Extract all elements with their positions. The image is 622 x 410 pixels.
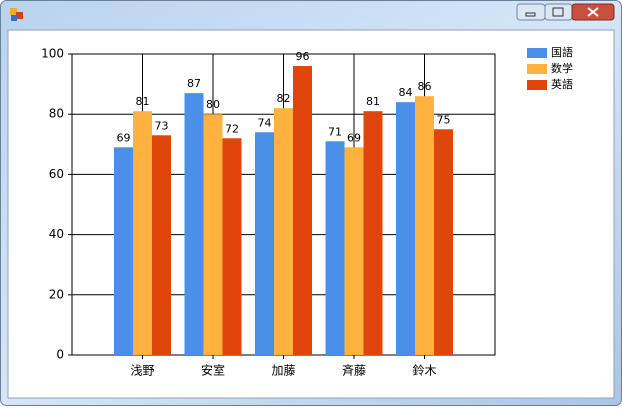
bar: [434, 129, 453, 355]
bar: [293, 66, 312, 355]
value-label: 81: [136, 95, 150, 108]
x-tick-label: 浅野: [130, 364, 154, 378]
bar: [415, 96, 434, 355]
value-label: 84: [399, 86, 413, 99]
bar: [274, 108, 293, 356]
bar: [203, 114, 223, 355]
x-tick-label: 斉藤: [342, 363, 366, 378]
legend-swatch: [527, 48, 547, 58]
y-tick-label: 80: [49, 107, 64, 121]
bar: [255, 132, 274, 355]
value-label: 69: [117, 131, 131, 144]
y-tick-label: 20: [49, 287, 64, 301]
bar: [222, 138, 242, 355]
chart: 0 20 40 60 80 100 浅野 安室 加藤 斉藤 鈴木 69 87 74 71 84 国語 81 80 82…: [41, 45, 573, 378]
value-label: 86: [418, 80, 432, 93]
value-label: 71: [328, 125, 342, 138]
minimize-icon: [525, 12, 536, 17]
legend-swatch: [527, 64, 547, 74]
y-tick-label: 0: [56, 348, 64, 362]
value-label: 87: [187, 77, 201, 90]
bar: [184, 93, 204, 355]
x-tick-label: 安室: [201, 363, 225, 378]
bar: [344, 147, 364, 355]
bar: [114, 147, 133, 355]
legend-label: 国語: [551, 45, 573, 59]
value-label: 72: [225, 122, 239, 135]
legend-swatch: [527, 80, 547, 90]
window-icon: [10, 8, 23, 21]
x-tick-label: 鈴木: [412, 363, 436, 378]
bar: [133, 111, 152, 355]
value-label: 81: [366, 95, 380, 108]
value-label: 75: [437, 113, 451, 126]
value-label: 69: [347, 131, 361, 144]
legend-label: 数学: [551, 61, 573, 75]
minimize-button[interactable]: [516, 3, 546, 21]
bar: [363, 111, 383, 355]
bar: [396, 102, 415, 355]
value-label: 73: [155, 119, 169, 132]
y-tick-label: 100: [41, 47, 64, 61]
bar: [325, 141, 345, 355]
x-tick-label: 加藤: [271, 364, 295, 378]
value-label: 96: [296, 50, 310, 63]
close-icon: [587, 7, 599, 17]
value-label: 82: [277, 92, 291, 105]
value-label: 74: [258, 116, 272, 129]
maximize-button[interactable]: [544, 3, 573, 21]
bar: [152, 135, 171, 355]
y-tick-label: 40: [49, 227, 64, 241]
maximize-icon: [552, 7, 564, 17]
y-tick-label: 60: [49, 167, 64, 181]
legend-label: 英語: [551, 77, 573, 91]
value-label: 80: [206, 98, 220, 111]
